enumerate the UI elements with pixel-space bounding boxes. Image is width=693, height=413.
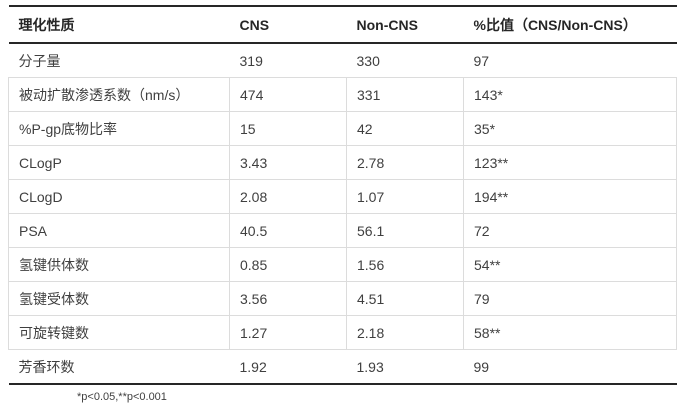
cell-cns: 15 bbox=[229, 111, 347, 146]
cell-cns: 1.27 bbox=[229, 315, 347, 350]
cell-property: CLogP bbox=[8, 145, 230, 180]
cell-ratio: 58** bbox=[463, 315, 677, 350]
cell-ratio: 99 bbox=[463, 349, 677, 385]
cell-property: PSA bbox=[8, 213, 230, 248]
cell-property: 被动扩散渗透系数（nm/s） bbox=[8, 77, 230, 112]
cell-non-cns: 2.78 bbox=[346, 145, 464, 180]
cell-ratio: 123** bbox=[463, 145, 677, 180]
cell-cns: 3.56 bbox=[229, 281, 347, 316]
table-row: 芳香环数 1.92 1.93 99 bbox=[8, 349, 677, 385]
cell-property: 分子量 bbox=[8, 43, 230, 78]
cell-ratio: 97 bbox=[463, 43, 677, 78]
header-property: 理化性质 bbox=[8, 5, 230, 44]
table-row: 可旋转键数 1.27 2.18 58** bbox=[8, 315, 677, 350]
cell-cns: 2.08 bbox=[229, 179, 347, 214]
cell-non-cns: 330 bbox=[346, 43, 464, 78]
table-row: 氢键供体数 0.85 1.56 54** bbox=[8, 247, 677, 282]
cell-ratio: 79 bbox=[463, 281, 677, 316]
cell-ratio: 194** bbox=[463, 179, 677, 214]
cell-ratio: 54** bbox=[463, 247, 677, 282]
cell-non-cns: 42 bbox=[346, 111, 464, 146]
cell-cns: 474 bbox=[229, 77, 347, 112]
header-ratio: %比值（CNS/Non-CNS） bbox=[463, 5, 677, 44]
cell-property: 氢键供体数 bbox=[8, 247, 230, 282]
cell-cns: 0.85 bbox=[229, 247, 347, 282]
cell-ratio: 35* bbox=[463, 111, 677, 146]
table-row: PSA 40.5 56.1 72 bbox=[8, 213, 677, 248]
cell-cns: 40.5 bbox=[229, 213, 347, 248]
cell-property: %P-gp底物比率 bbox=[8, 111, 230, 146]
cell-non-cns: 1.56 bbox=[346, 247, 464, 282]
header-cns: CNS bbox=[229, 5, 347, 44]
table-row: 分子量 319 330 97 bbox=[8, 43, 677, 78]
cell-property: 氢键受体数 bbox=[8, 281, 230, 316]
cell-non-cns: 56.1 bbox=[346, 213, 464, 248]
table-row: CLogP 3.43 2.78 123** bbox=[8, 145, 677, 180]
cell-property: CLogD bbox=[8, 179, 230, 214]
cell-non-cns: 331 bbox=[346, 77, 464, 112]
cell-non-cns: 1.93 bbox=[346, 349, 464, 385]
table-row: %P-gp底物比率 15 42 35* bbox=[8, 111, 677, 146]
cell-cns: 3.43 bbox=[229, 145, 347, 180]
cell-non-cns: 1.07 bbox=[346, 179, 464, 214]
cell-property: 芳香环数 bbox=[8, 349, 230, 385]
cell-cns: 319 bbox=[229, 43, 347, 78]
physicochemical-properties-table: 理化性质 CNS Non-CNS %比值（CNS/Non-CNS） 分子量 31… bbox=[8, 5, 677, 385]
table-row: CLogD 2.08 1.07 194** bbox=[8, 179, 677, 214]
cell-ratio: 72 bbox=[463, 213, 677, 248]
cell-cns: 1.92 bbox=[229, 349, 347, 385]
table-row: 被动扩散渗透系数（nm/s） 474 331 143* bbox=[8, 77, 677, 112]
header-non-cns: Non-CNS bbox=[346, 5, 464, 44]
table-row: 氢键受体数 3.56 4.51 79 bbox=[8, 281, 677, 316]
header-row: 理化性质 CNS Non-CNS %比值（CNS/Non-CNS） bbox=[8, 5, 677, 44]
cell-ratio: 143* bbox=[463, 77, 677, 112]
significance-footnote: *p<0.05,**p<0.001 bbox=[77, 391, 167, 403]
cell-property: 可旋转键数 bbox=[8, 315, 230, 350]
cell-non-cns: 4.51 bbox=[346, 281, 464, 316]
cell-non-cns: 2.18 bbox=[346, 315, 464, 350]
